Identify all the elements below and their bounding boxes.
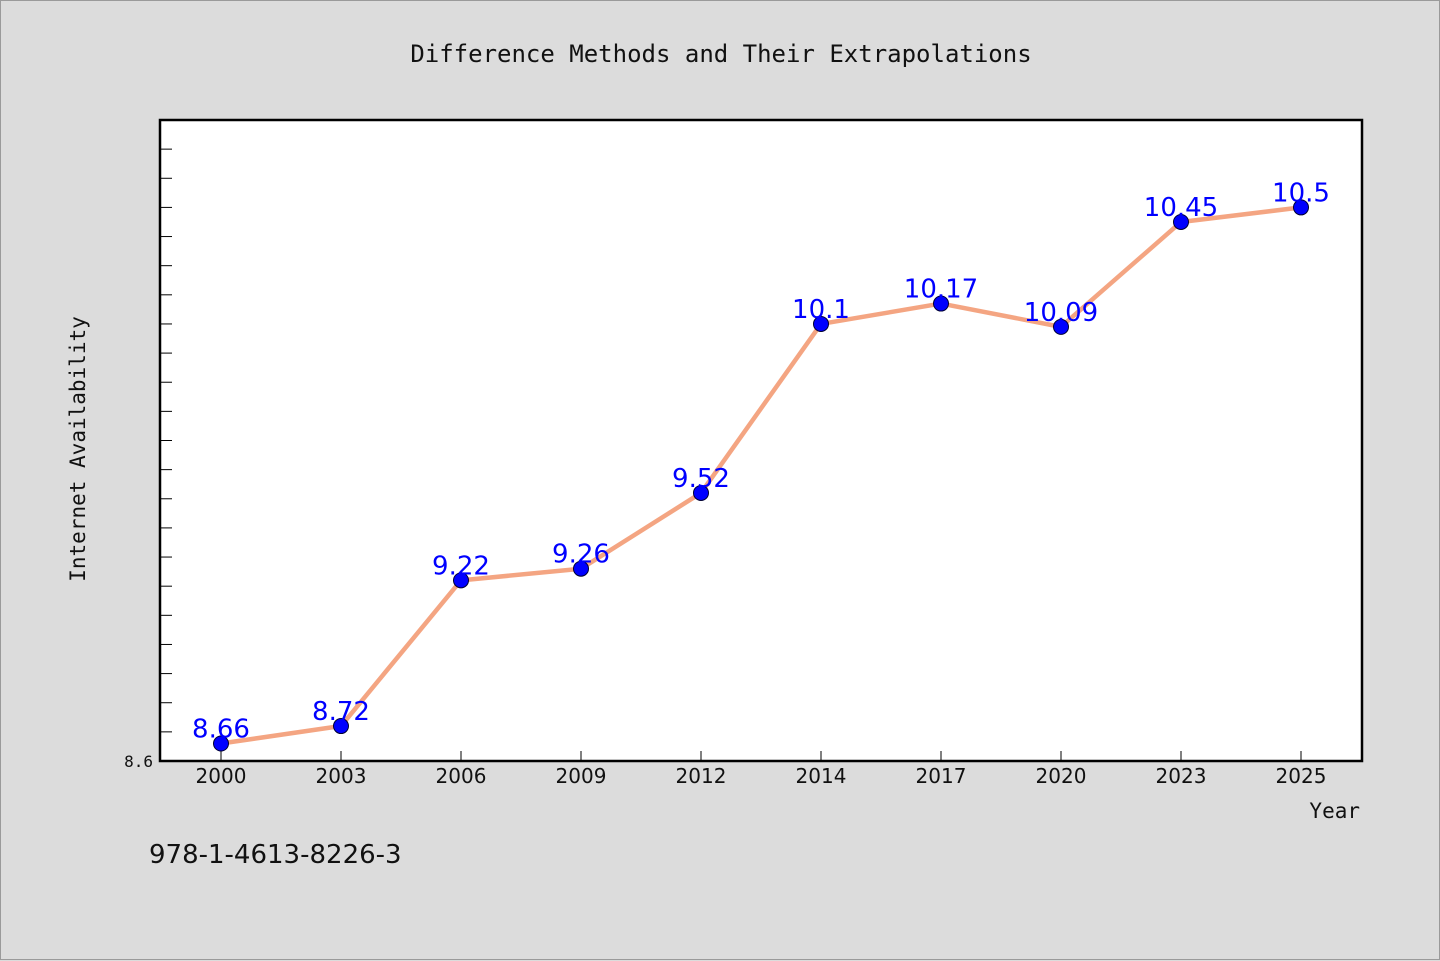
data-label: 10.5 xyxy=(1272,178,1330,208)
data-label: 8.66 xyxy=(192,715,250,745)
y-axis-ticks xyxy=(160,148,172,733)
x-tick-label: 2006 xyxy=(436,764,487,788)
data-label: 9.22 xyxy=(432,551,490,581)
data-point xyxy=(693,484,709,501)
series-0: 8.66 8.72 9.22 9.26 9.52 10.1 10.17 10.09 10.45 1… xyxy=(192,178,1330,752)
x-axis-label: Year xyxy=(1309,799,1360,823)
x-tick-label: 2020 xyxy=(1036,764,1087,788)
data-label: 9.52 xyxy=(672,464,730,494)
series-line xyxy=(220,205,1302,746)
data-label: 9.26 xyxy=(552,540,610,570)
x-tick-label: 2009 xyxy=(556,764,607,788)
data-point xyxy=(453,572,469,589)
data-point xyxy=(573,560,589,577)
data-point xyxy=(1293,199,1309,216)
chart-title: Difference Methods and Their Extrapolati… xyxy=(410,40,1031,68)
x-tick-label: 2000 xyxy=(196,764,247,788)
x-axis-ticks: 2000 2003 2006 2009 2012 2014 2017 2020 2023 2025 xyxy=(196,751,1327,788)
x-tick-label: 2012 xyxy=(676,764,727,788)
data-label: 10.17 xyxy=(904,275,978,305)
y-axis-min-label: 8.6 xyxy=(124,752,153,771)
y-axis-label: Internet Availability xyxy=(66,316,90,582)
data-point xyxy=(813,315,829,332)
x-tick-label: 2017 xyxy=(916,764,967,788)
data-label: 10.1 xyxy=(792,295,850,325)
x-tick-label: 2003 xyxy=(316,764,367,788)
x-tick-label: 2025 xyxy=(1276,764,1327,788)
annotation-code: 978-1-4613-8226-3 xyxy=(149,840,402,870)
data-point xyxy=(213,735,229,752)
data-point xyxy=(333,718,349,735)
data-point xyxy=(1173,213,1189,230)
x-tick-label: 2014 xyxy=(796,764,847,788)
data-point xyxy=(1053,318,1069,335)
plot-area xyxy=(158,118,1364,763)
data-label: 10.45 xyxy=(1144,193,1218,223)
x-tick-label: 2023 xyxy=(1156,764,1207,788)
data-label: 8.72 xyxy=(312,697,370,727)
data-point xyxy=(933,295,949,312)
data-label: 10.09 xyxy=(1024,298,1098,328)
